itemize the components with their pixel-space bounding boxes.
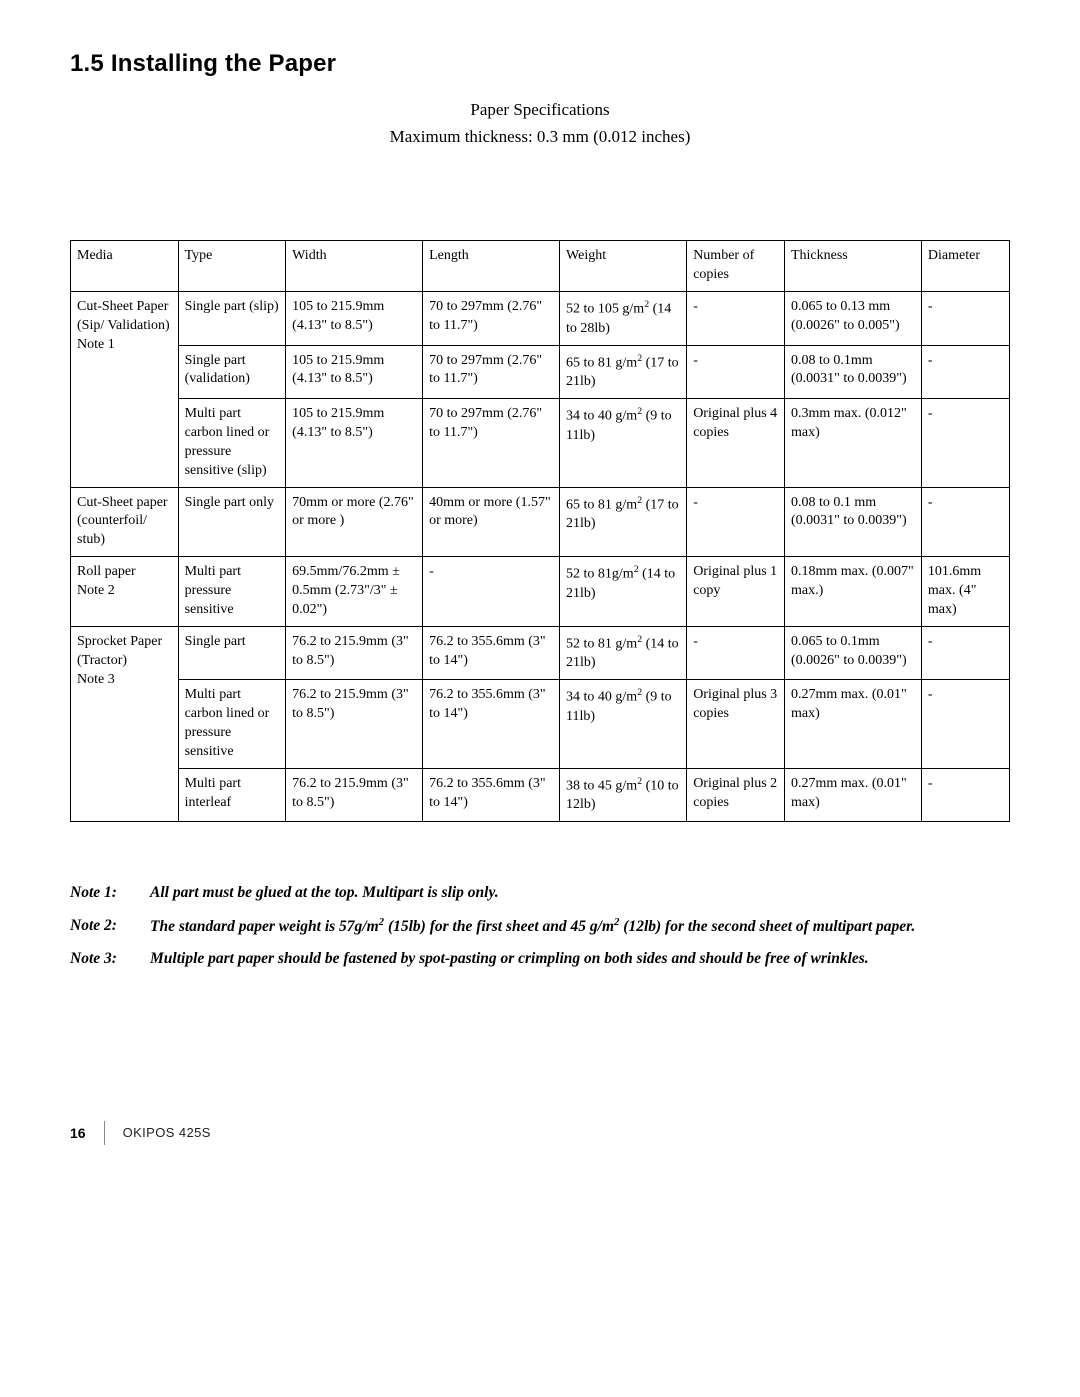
col-width: Width bbox=[286, 241, 423, 292]
width-cell: 69.5mm/76.2mm ± 0.5mm (2.73"/3" ± 0.02") bbox=[286, 557, 423, 627]
col-copies: Number of copies bbox=[687, 241, 785, 292]
note-row: Note 3:Multiple part paper should be fas… bbox=[70, 948, 1010, 970]
thickness-cell: 0.27mm max. (0.01" max) bbox=[784, 680, 921, 769]
length-cell: 76.2 to 355.6mm (3" to 14") bbox=[423, 680, 560, 769]
paper-spec-table: Media Type Width Length Weight Number of… bbox=[70, 240, 1010, 822]
table-row: Sprocket Paper (Tractor) Note 3Single pa… bbox=[71, 626, 1010, 679]
type-cell: Multi part pressure sensitive bbox=[178, 557, 286, 627]
diameter-cell: - bbox=[921, 680, 1009, 769]
type-cell: Single part only bbox=[178, 487, 286, 557]
weight-cell: 65 to 81 g/m2 (17 to 21lb) bbox=[560, 345, 687, 398]
col-media: Media bbox=[71, 241, 179, 292]
thickness-cell: 0.08 to 0.1mm (0.0031" to 0.0039") bbox=[784, 345, 921, 398]
weight-cell: 38 to 45 g/m2 (10 to 12lb) bbox=[560, 768, 687, 821]
width-cell: 105 to 215.9mm (4.13" to 8.5") bbox=[286, 292, 423, 345]
col-type: Type bbox=[178, 241, 286, 292]
thickness-cell: 0.065 to 0.13 mm (0.0026" to 0.005") bbox=[784, 292, 921, 345]
length-cell: 76.2 to 355.6mm (3" to 14") bbox=[423, 768, 560, 821]
copies-cell: - bbox=[687, 345, 785, 398]
weight-cell: 52 to 105 g/m2 (14 to 28lb) bbox=[560, 292, 687, 345]
width-cell: 70mm or more (2.76" or more ) bbox=[286, 487, 423, 557]
thickness-cell: 0.18mm max. (0.007" max.) bbox=[784, 557, 921, 627]
note-label: Note 3: bbox=[70, 948, 150, 970]
length-cell: 70 to 297mm (2.76" to 11.7") bbox=[423, 399, 560, 488]
page-footer: 16 OKIPOS 425S bbox=[70, 1121, 1010, 1145]
subtitle-2: Maximum thickness: 0.3 mm (0.012 inches) bbox=[70, 123, 1010, 150]
length-cell: 70 to 297mm (2.76" to 11.7") bbox=[423, 292, 560, 345]
footer-divider bbox=[104, 1121, 105, 1145]
copies-cell: - bbox=[687, 487, 785, 557]
diameter-cell: - bbox=[921, 626, 1009, 679]
media-cell: Cut-Sheet paper (counterfoil/ stub) bbox=[71, 487, 179, 557]
section-heading: 1.5 Installing the Paper bbox=[70, 50, 1010, 78]
diameter-cell: - bbox=[921, 292, 1009, 345]
col-length: Length bbox=[423, 241, 560, 292]
table-row: Cut-Sheet paper (counterfoil/ stub)Singl… bbox=[71, 487, 1010, 557]
col-diameter: Diameter bbox=[921, 241, 1009, 292]
table-header-row: Media Type Width Length Weight Number of… bbox=[71, 241, 1010, 292]
page-number: 16 bbox=[70, 1125, 86, 1141]
type-cell: Single part (slip) bbox=[178, 292, 286, 345]
diameter-cell: - bbox=[921, 345, 1009, 398]
thickness-cell: 0.065 to 0.1mm (0.0026" to 0.0039") bbox=[784, 626, 921, 679]
media-cell: Sprocket Paper (Tractor) Note 3 bbox=[71, 626, 179, 821]
copies-cell: Original plus 1 copy bbox=[687, 557, 785, 627]
notes-section: Note 1:All part must be glued at the top… bbox=[70, 882, 1010, 971]
width-cell: 105 to 215.9mm (4.13" to 8.5") bbox=[286, 345, 423, 398]
note-row: Note 1:All part must be glued at the top… bbox=[70, 882, 1010, 904]
media-cell: Roll paper Note 2 bbox=[71, 557, 179, 627]
diameter-cell: - bbox=[921, 768, 1009, 821]
type-cell: Multi part carbon lined or pressure sens… bbox=[178, 680, 286, 769]
type-cell: Multi part interleaf bbox=[178, 768, 286, 821]
note-text: All part must be glued at the top. Multi… bbox=[150, 882, 1010, 904]
weight-cell: 65 to 81 g/m2 (17 to 21lb) bbox=[560, 487, 687, 557]
table-row: Single part (validation)105 to 215.9mm (… bbox=[71, 345, 1010, 398]
length-cell: 76.2 to 355.6mm (3" to 14") bbox=[423, 626, 560, 679]
weight-cell: 34 to 40 g/m2 (9 to 11lb) bbox=[560, 399, 687, 488]
note-row: Note 2:The standard paper weight is 57g/… bbox=[70, 915, 1010, 939]
note-label: Note 2: bbox=[70, 915, 150, 939]
note-label: Note 1: bbox=[70, 882, 150, 904]
weight-cell: 52 to 81 g/m2 (14 to 21lb) bbox=[560, 626, 687, 679]
width-cell: 76.2 to 215.9mm (3" to 8.5") bbox=[286, 626, 423, 679]
table-row: Cut-Sheet Paper (Sip/ Validation) Note 1… bbox=[71, 292, 1010, 345]
length-cell: - bbox=[423, 557, 560, 627]
thickness-cell: 0.3mm max. (0.012" max) bbox=[784, 399, 921, 488]
col-thickness: Thickness bbox=[784, 241, 921, 292]
col-weight: Weight bbox=[560, 241, 687, 292]
note-text: The standard paper weight is 57g/m2 (15l… bbox=[150, 915, 1010, 939]
diameter-cell: - bbox=[921, 399, 1009, 488]
length-cell: 70 to 297mm (2.76" to 11.7") bbox=[423, 345, 560, 398]
length-cell: 40mm or more (1.57" or more) bbox=[423, 487, 560, 557]
weight-cell: 34 to 40 g/m2 (9 to 11lb) bbox=[560, 680, 687, 769]
footer-model: OKIPOS 425S bbox=[123, 1125, 211, 1140]
table-row: Multi part carbon lined or pressure sens… bbox=[71, 680, 1010, 769]
copies-cell: - bbox=[687, 292, 785, 345]
diameter-cell: 101.6mm max. (4" max) bbox=[921, 557, 1009, 627]
table-row: Roll paper Note 2Multi part pressure sen… bbox=[71, 557, 1010, 627]
width-cell: 76.2 to 215.9mm (3" to 8.5") bbox=[286, 680, 423, 769]
copies-cell: - bbox=[687, 626, 785, 679]
width-cell: 76.2 to 215.9mm (3" to 8.5") bbox=[286, 768, 423, 821]
subtitle-1: Paper Specifications bbox=[70, 96, 1010, 123]
table-row: Multi part carbon lined or pressure sens… bbox=[71, 399, 1010, 488]
note-text: Multiple part paper should be fastened b… bbox=[150, 948, 1010, 970]
table-row: Multi part interleaf76.2 to 215.9mm (3" … bbox=[71, 768, 1010, 821]
thickness-cell: 0.27mm max. (0.01" max) bbox=[784, 768, 921, 821]
weight-cell: 52 to 81g/m2 (14 to 21lb) bbox=[560, 557, 687, 627]
copies-cell: Original plus 2 copies bbox=[687, 768, 785, 821]
media-cell: Cut-Sheet Paper (Sip/ Validation) Note 1 bbox=[71, 292, 179, 487]
copies-cell: Original plus 4 copies bbox=[687, 399, 785, 488]
copies-cell: Original plus 3 copies bbox=[687, 680, 785, 769]
width-cell: 105 to 215.9mm (4.13" to 8.5") bbox=[286, 399, 423, 488]
type-cell: Single part (validation) bbox=[178, 345, 286, 398]
type-cell: Single part bbox=[178, 626, 286, 679]
type-cell: Multi part carbon lined or pressure sens… bbox=[178, 399, 286, 488]
thickness-cell: 0.08 to 0.1 mm (0.0031" to 0.0039") bbox=[784, 487, 921, 557]
diameter-cell: - bbox=[921, 487, 1009, 557]
